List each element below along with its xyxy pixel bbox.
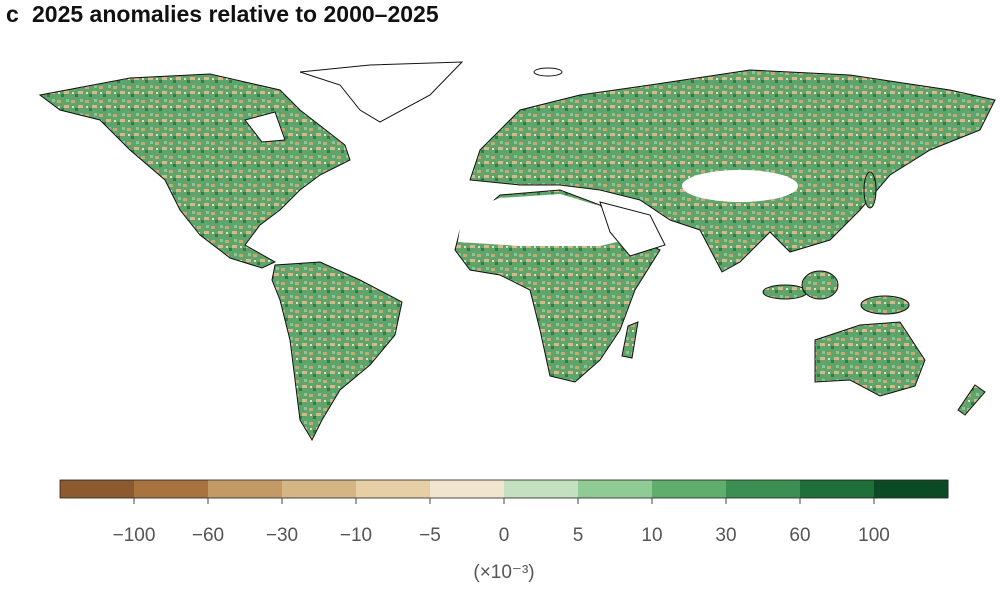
color-block <box>874 480 949 498</box>
color-block <box>578 480 653 498</box>
tick-label: 0 <box>499 525 510 546</box>
tick-label: −30 <box>266 525 298 546</box>
color-block <box>282 480 357 498</box>
australia <box>814 321 926 397</box>
tick-label: 100 <box>858 525 890 546</box>
arabia <box>599 201 666 257</box>
color-block <box>800 480 875 498</box>
north-america <box>38 73 351 269</box>
sumatra <box>762 284 808 300</box>
new-zealand <box>957 384 986 416</box>
color-block <box>208 480 283 498</box>
color-block <box>652 480 727 498</box>
hudson-bay <box>244 111 286 143</box>
tick-label: −10 <box>340 525 372 546</box>
panel-title: 2025 anomalies relative to 2000–2025 <box>32 1 439 27</box>
tick-label: 5 <box>573 525 584 546</box>
tick-label: −60 <box>192 525 224 546</box>
color-block <box>356 480 431 498</box>
color-block <box>726 480 801 498</box>
tick-label: 30 <box>715 525 736 546</box>
colorbar-unit: (×10⁻³) <box>473 562 534 583</box>
svalbard <box>533 67 563 77</box>
madagascar <box>621 321 639 359</box>
color-block <box>430 480 505 498</box>
borneo <box>801 270 839 300</box>
tibet <box>682 170 798 202</box>
sahara <box>458 194 625 246</box>
japan <box>863 171 877 209</box>
tick-label: 10 <box>641 525 662 546</box>
color-block <box>134 480 209 498</box>
tick-label: −5 <box>419 525 441 546</box>
greenland <box>299 61 464 123</box>
color-block <box>504 480 579 498</box>
new-guinea <box>860 295 910 315</box>
color-block <box>60 480 135 498</box>
colorbar: −100 −60 −30 −10 −5 0 5 10 30 60 100 (×10⁻³) <box>59 479 949 583</box>
world-map <box>38 61 996 442</box>
tick-label: 60 <box>789 525 810 546</box>
south-america <box>271 261 403 442</box>
panel-label: c <box>6 1 19 27</box>
tick-label: −100 <box>113 525 156 546</box>
